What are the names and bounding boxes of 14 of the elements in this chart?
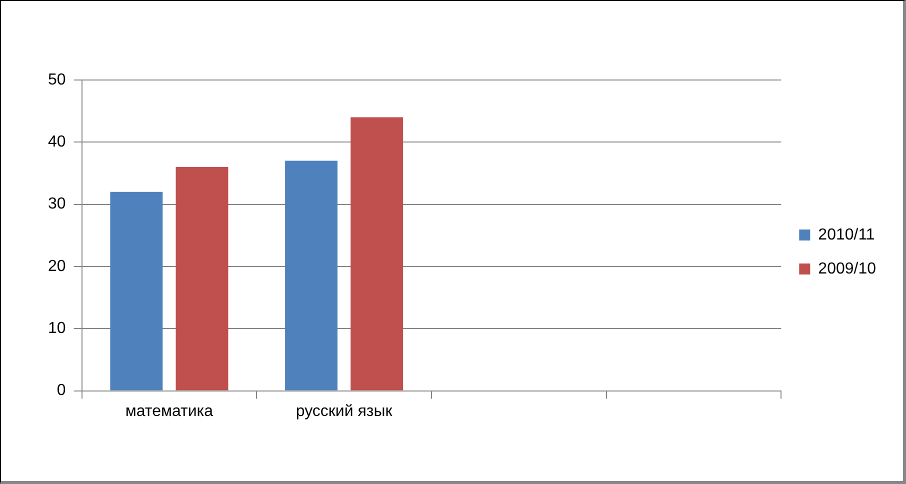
legend-label: 2009/10 bbox=[818, 260, 876, 278]
y-tick-label: 20 bbox=[48, 258, 66, 275]
legend-label: 2010/11 bbox=[818, 226, 875, 244]
x-tick-label: математика bbox=[125, 402, 214, 420]
x-tick-label: русский язык bbox=[296, 402, 394, 420]
bar bbox=[176, 167, 228, 390]
y-tick-label: 30 bbox=[48, 196, 66, 213]
bar bbox=[350, 117, 404, 390]
bar bbox=[285, 160, 338, 390]
y-tick-label: 40 bbox=[48, 134, 66, 151]
bar bbox=[110, 192, 163, 390]
y-tick-label: 0 bbox=[56, 382, 66, 400]
y-tick-label: 10 bbox=[48, 320, 66, 338]
y-tick-label: 50 bbox=[48, 71, 66, 88]
